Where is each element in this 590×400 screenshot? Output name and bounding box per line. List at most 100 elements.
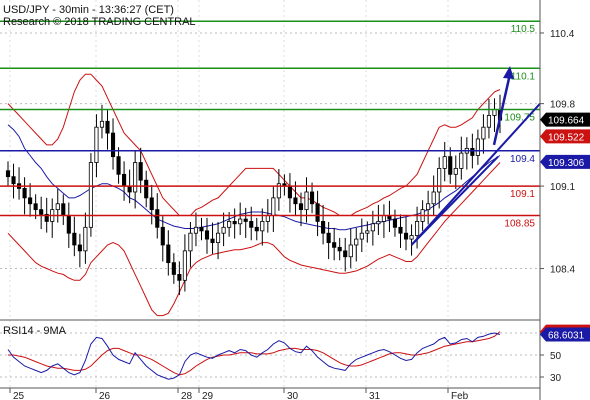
candle-body — [160, 226, 165, 246]
price-tick-label: 109.8 — [550, 100, 575, 111]
rsi-tick-label: 30 — [550, 373, 562, 384]
candle-body — [72, 232, 77, 246]
x-tick-label: Feb — [451, 391, 469, 400]
x-tick-label: 29 — [202, 391, 214, 400]
forecast-arrow-head — [503, 65, 514, 79]
chart-copyright: Research © 2018 TRADING CENTRAL — [3, 16, 196, 28]
bollinger-upper-line — [7, 73, 501, 216]
candle-body — [127, 185, 132, 193]
bollinger-bands — [7, 73, 501, 317]
candle-body — [370, 223, 375, 232]
candle-body — [144, 179, 149, 199]
candle-body — [332, 242, 337, 248]
rsi-title: RSI14 - 9MA — [3, 325, 67, 337]
candle-body — [315, 203, 320, 222]
candle-body — [431, 191, 436, 205]
rsi-tick-label: 50 — [550, 351, 562, 362]
candle-body — [409, 235, 414, 240]
forecast-arrow-shaft — [492, 73, 512, 146]
price-y-axis: 110.4 109.8 109.1 108.4 — [540, 29, 575, 276]
price-tag-bg — [540, 129, 590, 144]
candle-body — [22, 188, 27, 199]
candle-body — [376, 221, 381, 225]
candle-body — [321, 221, 326, 234]
candle-body — [216, 232, 221, 244]
price-tick-label: 109.1 — [550, 182, 575, 193]
candle-body — [337, 246, 342, 252]
candle-body — [298, 203, 304, 211]
candle-body — [470, 147, 475, 156]
candle-body — [61, 203, 66, 216]
x-tick-label: 25 — [13, 391, 25, 400]
rsi-grid — [0, 332, 540, 378]
candle-body — [55, 203, 60, 211]
rsi-tag: 68.6031 — [548, 331, 585, 342]
price-tag-bg — [540, 112, 590, 127]
candle-body — [199, 226, 204, 232]
candle-body — [88, 162, 93, 228]
rsi-ma-line — [8, 331, 501, 376]
candle-body — [448, 156, 453, 175]
candle-body — [28, 197, 33, 205]
candle-body — [459, 152, 464, 169]
candle-body — [442, 156, 447, 169]
candle-body — [221, 226, 226, 234]
candle-body — [271, 197, 276, 216]
price-tag: 109.664 — [548, 116, 585, 127]
candle-body — [265, 215, 270, 222]
candle-body — [243, 218, 248, 222]
price-tag: 109.306 — [548, 158, 585, 169]
level-label: 109.75 — [504, 113, 535, 124]
candle-body — [475, 138, 480, 156]
candle-body — [437, 168, 442, 193]
candles — [5, 94, 503, 296]
candle-body — [210, 238, 215, 244]
price-tag: 109.522 — [548, 132, 585, 143]
candle-body — [238, 218, 243, 225]
candle-body — [193, 226, 199, 234]
candle-body — [122, 173, 127, 187]
rsi-tag-bg — [540, 327, 590, 342]
candle-body — [481, 126, 486, 140]
candle-body — [149, 197, 154, 211]
x-tick-label: 28 — [181, 391, 193, 400]
level-label: 109.4 — [510, 154, 535, 165]
candle-body — [66, 215, 71, 234]
trend-lines — [410, 65, 541, 246]
candle-body — [326, 232, 331, 244]
candle-body — [155, 209, 160, 228]
candle-body — [309, 191, 315, 205]
rsi-panel — [0, 319, 540, 389]
x-tick-label: 26 — [99, 391, 111, 400]
candle-body — [260, 221, 265, 232]
candle-body — [44, 213, 49, 222]
support-resistance-levels: 110.5 110.1 109.75 109.4 109.1 108.85 — [0, 20, 540, 230]
x-tick-label: 30 — [287, 391, 299, 400]
candle-body — [182, 250, 187, 281]
candle-body — [392, 218, 398, 228]
price-tick-label: 110.4 — [550, 29, 575, 40]
candle-body — [166, 244, 171, 264]
candle-body — [110, 132, 116, 158]
candle-body — [94, 126, 99, 163]
candle-body — [486, 115, 492, 128]
candle-body — [77, 244, 82, 252]
candle-body — [5, 170, 11, 178]
candle-body — [138, 162, 143, 181]
candle-body — [105, 120, 110, 134]
candle-body — [171, 262, 176, 275]
candle-body — [177, 274, 182, 281]
level-label: 109.1 — [510, 189, 535, 200]
x-tick-label: 31 — [369, 391, 381, 400]
candle-body — [133, 162, 138, 193]
price-panel: 110.5 110.1 109.75 109.4 109.1 108.85 — [0, 0, 541, 388]
price-tag-bg — [540, 154, 590, 169]
candle-body — [227, 221, 232, 228]
candle-body — [232, 221, 237, 225]
candle-body — [492, 109, 497, 116]
candle-body — [365, 230, 370, 234]
trend-line-upper — [410, 102, 541, 246]
